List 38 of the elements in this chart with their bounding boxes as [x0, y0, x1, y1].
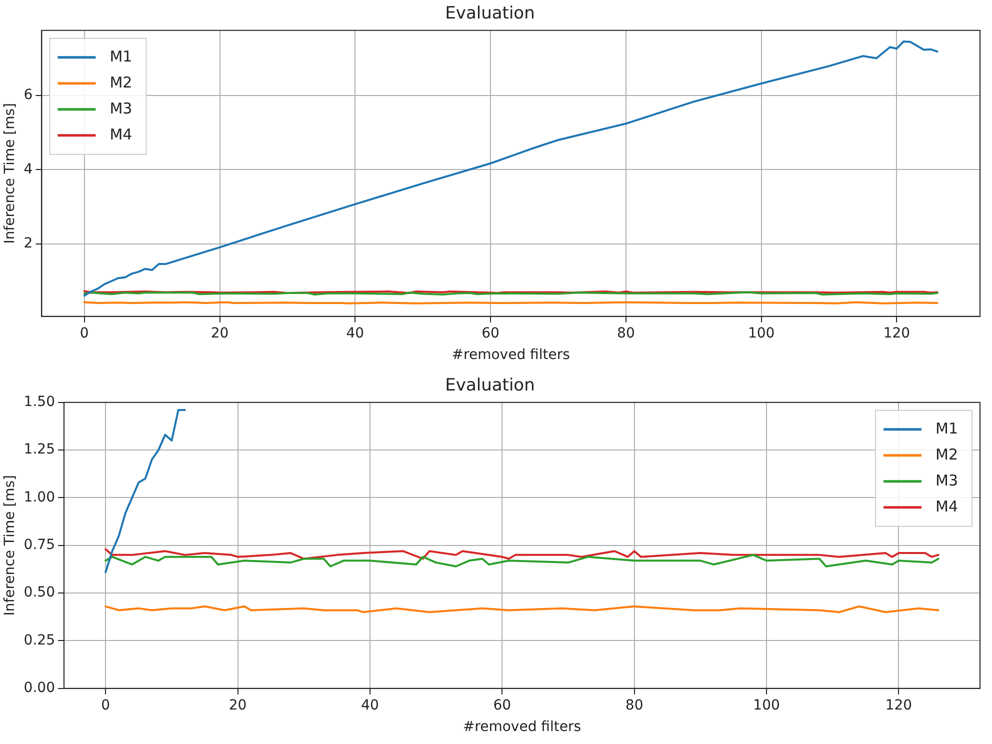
y-axis-title: Inference Time [ms] [2, 474, 18, 616]
x-tick-label: 0 [101, 697, 110, 714]
legend-label: M4 [936, 497, 958, 516]
y-tick-label: 1.00 [24, 489, 55, 506]
x-tick-label: 100 [753, 697, 780, 714]
legend-label: M2 [110, 73, 132, 92]
chart-title: Evaluation [445, 4, 535, 24]
y-tick-label: 0.75 [24, 537, 55, 554]
legend-label: M1 [110, 47, 132, 66]
x-tick-label: 120 [883, 325, 910, 342]
x-axis-title: #removed filters [452, 347, 570, 364]
y-tick-label: 0.25 [24, 632, 55, 648]
legend-label: M4 [110, 125, 132, 144]
x-axis-title: #removed filters [462, 719, 582, 736]
y-tick-label: 6 [24, 87, 33, 104]
legend-label: M3 [936, 471, 958, 490]
y-tick-label: 0.00 [24, 680, 55, 696]
x-tick-label: 40 [346, 325, 364, 342]
x-tick-label: 80 [625, 697, 644, 714]
x-tick-label: 0 [80, 325, 89, 342]
x-tick-label: 40 [361, 697, 379, 714]
y-tick-label: 1.50 [24, 394, 55, 410]
y-tick-label: 2 [24, 236, 33, 252]
legend-label: M2 [936, 445, 958, 464]
x-tick-label: 80 [617, 325, 635, 342]
chart-title: Evaluation [445, 376, 535, 396]
legend-label: M3 [110, 99, 132, 118]
legend-label: M1 [936, 419, 958, 438]
x-tick-label: 20 [210, 325, 229, 342]
x-tick-label: 120 [885, 697, 912, 714]
x-tick-label: 20 [228, 697, 247, 714]
x-tick-label: 60 [482, 325, 500, 342]
x-tick-label: 60 [493, 697, 512, 714]
y-tick-label: 1.25 [24, 442, 55, 458]
y-tick-label: 4 [24, 161, 33, 178]
y-tick-label: 0.50 [24, 584, 55, 601]
x-tick-label: 100 [748, 325, 775, 342]
y-axis-title: Inference Time [ms] [2, 102, 18, 244]
